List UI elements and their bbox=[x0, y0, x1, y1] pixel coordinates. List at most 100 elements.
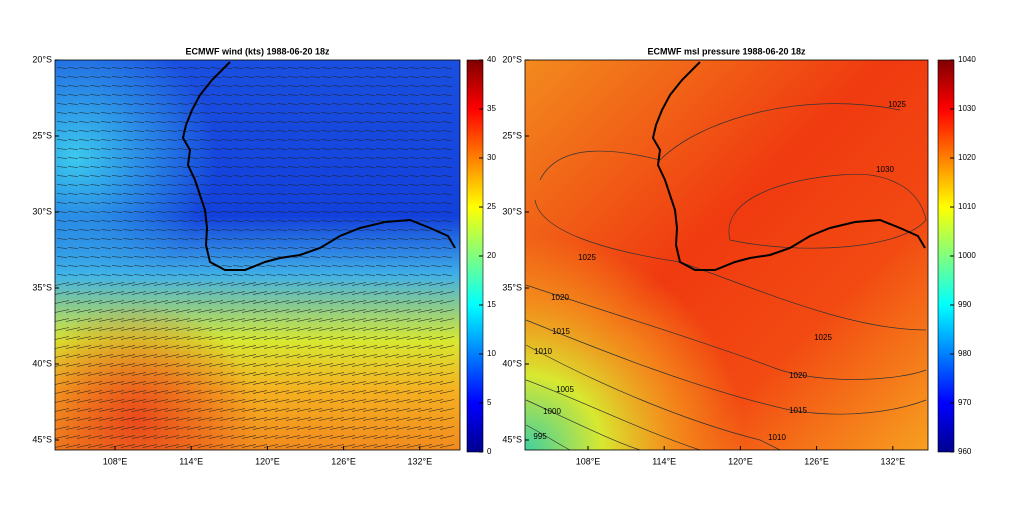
wind-arrow bbox=[89, 76, 101, 78]
wind-arrow bbox=[208, 363, 224, 367]
wind-arrow bbox=[122, 211, 134, 213]
wind-arrow bbox=[263, 381, 279, 385]
wind-arrow bbox=[175, 417, 191, 421]
wind-arrow bbox=[351, 327, 367, 331]
wind-arrow bbox=[331, 103, 343, 105]
wind-arrow bbox=[142, 417, 158, 421]
wind-arrow bbox=[166, 193, 178, 195]
wind-arrow bbox=[406, 381, 422, 385]
wind-arrow bbox=[364, 94, 376, 96]
wind-arrow bbox=[274, 336, 290, 340]
wind-arrow bbox=[254, 139, 266, 141]
wind-arrow bbox=[252, 372, 268, 376]
wind-arrow bbox=[177, 112, 189, 114]
wind-arrow bbox=[186, 300, 202, 304]
wind-arrow bbox=[441, 148, 453, 150]
wind-arrow bbox=[298, 274, 310, 276]
wind-arrow bbox=[331, 130, 343, 132]
wind-arrow bbox=[87, 318, 103, 322]
wind-arrow bbox=[175, 354, 191, 358]
wind-arrow bbox=[397, 175, 409, 177]
wind-arrow bbox=[199, 130, 211, 132]
wind-arrow bbox=[166, 229, 178, 231]
colorbar-tick-label: 1000 bbox=[958, 251, 976, 260]
wind-arrow bbox=[89, 121, 101, 123]
wind-arrow bbox=[265, 85, 277, 87]
wind-arrow bbox=[210, 247, 222, 249]
wind-arrow bbox=[87, 444, 103, 448]
wind-arrow bbox=[199, 121, 211, 123]
wind-arrow bbox=[430, 247, 442, 249]
wind-arrow bbox=[54, 390, 70, 394]
wind-arrow bbox=[78, 193, 90, 195]
wind-arrow bbox=[175, 345, 191, 349]
wind-arrow bbox=[375, 184, 387, 186]
wind-arrow bbox=[166, 112, 178, 114]
wind-arrow bbox=[386, 166, 398, 168]
wind-arrow bbox=[351, 363, 367, 367]
wind-arrow bbox=[197, 417, 213, 421]
wind-arrow bbox=[252, 291, 268, 295]
wind-arrow bbox=[208, 444, 224, 448]
wind-arrow bbox=[441, 130, 453, 132]
wind-arrow bbox=[210, 103, 222, 105]
wind-arrow bbox=[274, 291, 290, 295]
wind-arrow bbox=[428, 354, 444, 358]
wind-arrow bbox=[186, 318, 202, 322]
wind-arrow bbox=[87, 399, 103, 403]
wind-arrow bbox=[177, 175, 189, 177]
wind-arrow bbox=[111, 229, 123, 231]
wind-arrow bbox=[197, 318, 213, 322]
wind-arrow bbox=[263, 390, 279, 394]
wind-arrow bbox=[232, 94, 244, 96]
wind-arrow bbox=[219, 291, 235, 295]
wind-arrow bbox=[133, 148, 145, 150]
wind-arrow bbox=[199, 247, 211, 249]
wind-arrow bbox=[67, 274, 79, 276]
wind-arrow bbox=[155, 229, 167, 231]
wind-arrow bbox=[351, 282, 367, 286]
wind-arrow bbox=[340, 282, 356, 286]
wind-arrow bbox=[155, 247, 167, 249]
wind-arrow bbox=[307, 444, 323, 448]
wind-arrow bbox=[419, 139, 431, 141]
wind-arrow bbox=[111, 202, 123, 204]
wind-arrow bbox=[364, 166, 376, 168]
wind-arrow bbox=[230, 390, 246, 394]
wind-arrow bbox=[56, 256, 68, 258]
wind-arrow bbox=[417, 318, 433, 322]
wind-arrow bbox=[133, 202, 145, 204]
y-tick-label: 30°S bbox=[32, 206, 52, 216]
wind-arrow bbox=[353, 175, 365, 177]
wind-arrow bbox=[386, 175, 398, 177]
wind-arrow bbox=[166, 76, 178, 78]
contour-label: 1020 bbox=[551, 293, 569, 302]
wind-arrow bbox=[329, 408, 345, 412]
wind-arrow bbox=[285, 426, 301, 430]
wind-arrow bbox=[232, 67, 244, 69]
wind-arrow bbox=[153, 435, 169, 439]
wind-arrow bbox=[241, 372, 257, 376]
wind-arrow bbox=[56, 166, 68, 168]
wind-arrow bbox=[287, 265, 299, 267]
wind-arrow bbox=[144, 94, 156, 96]
wind-arrow bbox=[430, 202, 442, 204]
x-tick-label: 108°E bbox=[103, 456, 128, 466]
wind-arrow bbox=[131, 291, 147, 295]
wind-arrow bbox=[276, 67, 288, 69]
wind-arrow bbox=[241, 345, 257, 349]
wind-arrow bbox=[243, 184, 255, 186]
wind-arrow bbox=[208, 300, 224, 304]
wind-arrow bbox=[309, 211, 321, 213]
wind-arrow bbox=[351, 309, 367, 313]
wind-arrow bbox=[197, 372, 213, 376]
wind-arrow bbox=[142, 282, 158, 286]
y-tick-label: 25°S bbox=[502, 130, 522, 140]
colorbar-tick-label: 5 bbox=[487, 398, 492, 407]
wind-arrow bbox=[219, 354, 235, 358]
wind-arrow bbox=[89, 157, 101, 159]
wind-arrow bbox=[76, 309, 92, 313]
wind-arrow bbox=[56, 274, 68, 276]
wind-arrow bbox=[54, 381, 70, 385]
wind-arrow bbox=[232, 256, 244, 258]
